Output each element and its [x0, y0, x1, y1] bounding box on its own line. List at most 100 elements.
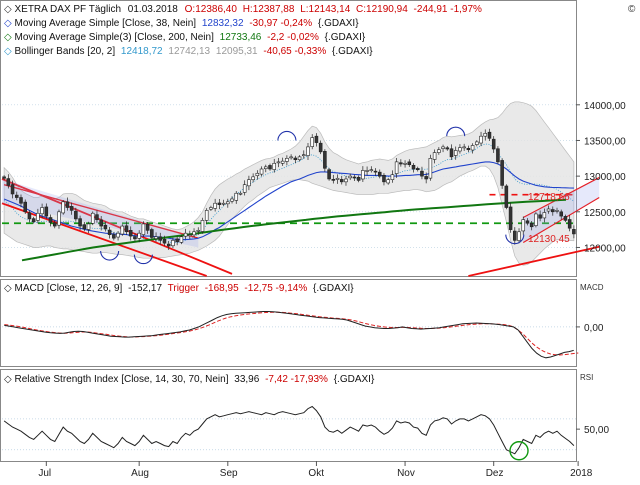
price-tick-label: 13500,00	[584, 136, 626, 147]
moving-averages	[3, 161, 574, 262]
bb-value2: 12742,13	[168, 46, 210, 57]
candle-down	[411, 164, 416, 170]
candle-up	[226, 201, 230, 205]
price-tick-label: 12000,00	[584, 243, 626, 254]
rsi-label: Relative Strength Index [Close, 14, 30, …	[14, 374, 228, 385]
candle-down	[124, 225, 129, 233]
bb-symbol: {.GDAXI}	[332, 46, 373, 57]
candle-down	[399, 162, 403, 165]
candle-up	[192, 231, 196, 236]
candle-up	[213, 202, 217, 209]
candle-down	[268, 165, 272, 170]
header-change: -244,91 -1,97%	[414, 4, 482, 15]
candle-down	[327, 169, 331, 180]
candle-up	[297, 156, 302, 161]
candle-up	[534, 213, 538, 226]
legend-rsi: ◇ Relative Strength Index [Close, 14, 30…	[4, 374, 375, 385]
ma38-swatch-icon: ◇	[4, 18, 12, 29]
candle-down	[491, 138, 496, 150]
time-tick-label: 2018	[570, 468, 593, 479]
bb-swatch-icon: ◇	[4, 46, 12, 57]
price-tick-label: 14000,00	[584, 101, 626, 112]
macd-line	[4, 311, 574, 359]
candle-up	[479, 135, 483, 144]
candlesticks	[2, 128, 576, 250]
candle-up	[204, 210, 209, 221]
header-high: 12387,88	[253, 4, 295, 15]
candle-down	[74, 210, 78, 220]
ma200-label: Moving Average Simple(3) [Close, 200, Ne…	[14, 32, 214, 43]
candle-down	[2, 176, 6, 179]
candle-up	[251, 176, 255, 181]
ma38-label: Moving Average Simple [Close, 38, Nein]	[14, 18, 196, 29]
candle-down	[449, 148, 454, 158]
ma200-symbol: {.GDAXI}	[325, 32, 366, 43]
candle-down	[551, 209, 555, 213]
price-annotations: 12718,66 12130,45	[528, 192, 570, 245]
candle-up	[247, 179, 251, 187]
header-c-label: C:	[356, 4, 366, 15]
candle-up	[259, 168, 264, 175]
time-tick-label: Nov	[397, 468, 415, 479]
candle-up	[361, 170, 365, 180]
candle-up	[36, 212, 40, 221]
bb-value: 12418,72	[121, 46, 163, 57]
ma200-swatch-icon: ◇	[4, 32, 12, 43]
candle-up	[453, 150, 458, 156]
candle-up	[242, 184, 247, 193]
time-tick-label: Aug	[131, 468, 149, 479]
bb-change: -40,65 -0,33%	[263, 46, 326, 57]
time-tick-label: Dez	[486, 468, 504, 479]
candle-up	[120, 225, 125, 235]
candle-up	[542, 212, 547, 219]
candle-up	[462, 146, 466, 149]
support-resistance-levels	[2, 193, 576, 225]
candle-up	[483, 133, 488, 137]
candle-down	[145, 223, 150, 231]
candle-down	[175, 238, 179, 243]
uptrend-support-line	[468, 245, 600, 277]
candle-up	[475, 141, 479, 145]
candle-up	[280, 160, 285, 164]
candle-down	[339, 179, 344, 183]
candle-up	[238, 192, 243, 195]
channel-upper-line	[522, 177, 600, 219]
candle-down	[529, 222, 534, 228]
candle-down	[44, 206, 49, 217]
rsi-legend: ◇ Relative Strength Index [Close, 14, 30…	[4, 373, 593, 385]
header-h-label: H:	[243, 4, 253, 15]
candle-down	[314, 135, 319, 143]
candle-up	[458, 147, 462, 152]
rsi-tick-label: 50,00	[584, 425, 609, 436]
header-o-label: O:	[185, 4, 196, 15]
ma38-line	[3, 161, 574, 241]
legend-bollinger: ◇ Bollinger Bands [20, 2] 12418,72 12742…	[4, 46, 373, 57]
rsi-swatch-icon: ◇	[4, 374, 12, 385]
candle-down	[420, 170, 424, 177]
ma38-change: -30,97 -0,24%	[249, 18, 312, 29]
candle-up	[230, 198, 234, 202]
candle-up	[470, 145, 475, 151]
bollinger-middle-line	[3, 143, 575, 243]
price-annotation-label: 12718,66	[528, 192, 570, 203]
ma200-line	[21, 198, 567, 262]
candle-up	[171, 240, 175, 247]
legend-line-title: ◇ XETRA DAX PF Täglich 01.03.2018 O:1238…	[4, 4, 482, 15]
candle-up	[285, 158, 289, 162]
candle-down	[538, 214, 542, 219]
candle-down	[99, 219, 103, 227]
candle-down	[356, 176, 361, 181]
legend-ma38: ◇ Moving Average Simple [Close, 38, Nein…	[4, 18, 359, 29]
candle-up	[428, 158, 433, 179]
candle-up	[272, 162, 277, 170]
candle-down	[382, 174, 386, 183]
candle-up	[386, 179, 390, 184]
instrument-title: XETRA DAX PF Täglich	[14, 4, 121, 15]
candle-down	[27, 212, 32, 220]
candle-down	[133, 236, 137, 240]
candle-down	[487, 131, 492, 139]
caret-icon: ◇	[4, 4, 12, 15]
candle-down	[525, 220, 530, 224]
candle-down	[19, 197, 23, 204]
